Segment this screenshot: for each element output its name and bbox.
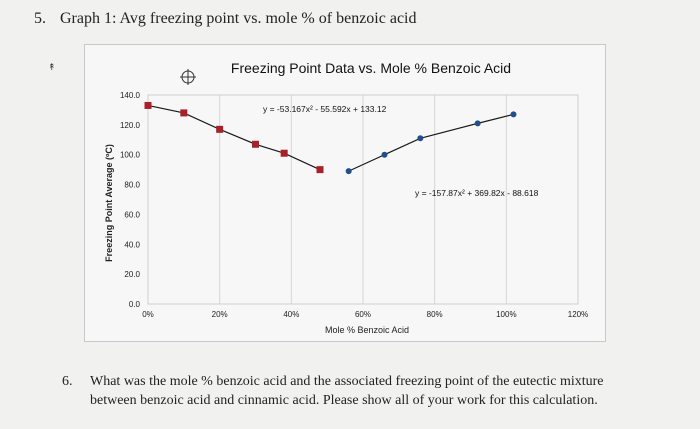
y-axis-label: Freezing Point Average (ºC) — [104, 144, 114, 262]
x-tick-label: 60% — [355, 310, 371, 319]
x-tick-label: 20% — [212, 310, 228, 319]
question-number: 6. — [62, 374, 73, 389]
y-tick-label: 0.0 — [129, 300, 141, 309]
x-tick-label: 120% — [568, 310, 588, 319]
chart-title: Freezing Point Data vs. Mole % Benzoic A… — [231, 60, 511, 76]
question-text: What was the mole % benzoic acid and the… — [90, 374, 604, 408]
y-tick-label: 20.0 — [124, 270, 140, 279]
x-axis-label: Mole % Benzoic Acid — [325, 325, 409, 335]
question-5-heading: 5. Graph 1: Avg freezing point vs. mole … — [34, 10, 416, 28]
chart-area: 0% 20% 40% 60% 80% 100% 120% 0.0 20.0 40.0 60.0 80.… — [84, 44, 606, 342]
x-tick-label: 100% — [496, 310, 516, 319]
data-point — [280, 149, 288, 157]
y-tick-label: 120.0 — [120, 121, 141, 130]
plot-border — [147, 94, 579, 305]
data-point — [417, 135, 424, 142]
cursor-mark-icon: ↟ — [48, 62, 56, 72]
x-tick-label: 40% — [283, 310, 299, 319]
y-tick-label: 100.0 — [120, 151, 141, 160]
data-point — [345, 168, 352, 175]
data-point — [474, 120, 481, 127]
data-point — [216, 125, 224, 133]
trendline-equation-1: y = -53.167x² - 55.592x + 133.12 — [263, 104, 387, 114]
question-number: 5. — [34, 10, 46, 27]
question-text: Graph 1: Avg freezing point vs. mole % o… — [60, 10, 417, 27]
question-6: 6. What was the mole % benzoic acid and … — [62, 372, 652, 410]
trendline-equation-2: y = -157.87x² + 369.82x - 88.618 — [415, 188, 539, 198]
y-tick-label: 140.0 — [120, 91, 141, 100]
x-tick-label: 80% — [427, 310, 443, 319]
data-point — [316, 166, 324, 174]
freezing-point-chart: 0% 20% 40% 60% 80% 100% 120% 0.0 20.0 40.0 60.0 80.… — [104, 60, 588, 335]
x-tick-label: 0% — [142, 310, 154, 319]
y-tick-label: 60.0 — [124, 210, 140, 219]
data-point — [180, 109, 188, 117]
data-point — [144, 101, 152, 109]
y-tick-label: 40.0 — [124, 240, 140, 249]
data-point — [381, 151, 388, 158]
trendline-2 — [348, 113, 514, 172]
trendline-1 — [147, 104, 321, 171]
data-point — [252, 140, 259, 148]
y-tick-label: 80.0 — [124, 181, 140, 190]
move-handle-icon[interactable] — [180, 69, 196, 85]
data-point — [510, 111, 517, 118]
